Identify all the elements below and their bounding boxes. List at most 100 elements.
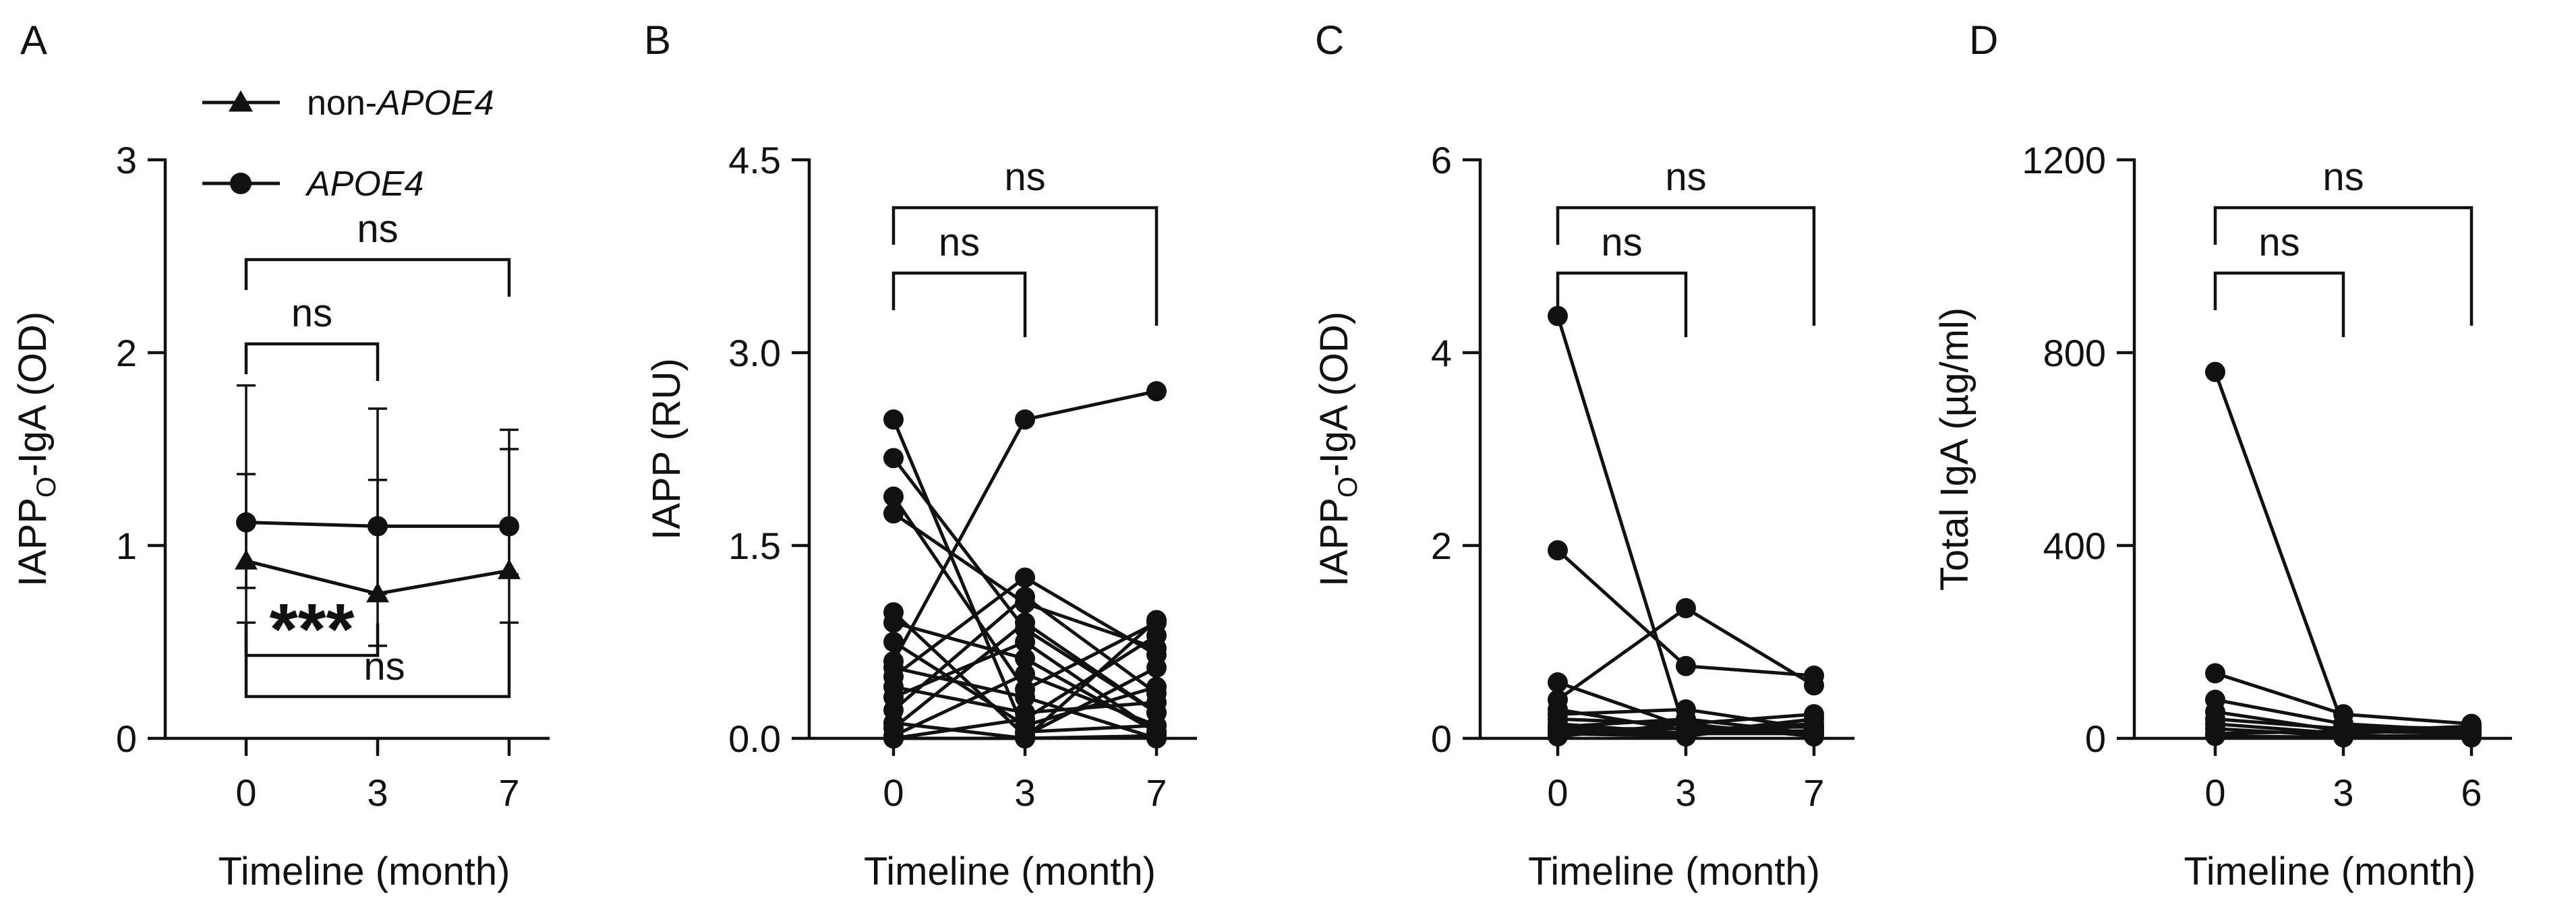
y-axis-label-main: Total IgA (µg/ml)	[1933, 307, 1977, 591]
data-point	[883, 632, 904, 652]
data-point	[1146, 625, 1167, 646]
significance-label: ns	[1004, 155, 1045, 199]
data-point	[1548, 726, 1568, 747]
data-point	[1015, 648, 1035, 669]
x-axis-label: Timeline (month)	[2184, 850, 2476, 893]
x-axis-label: Timeline (month)	[1528, 850, 1820, 893]
y-tick-label: 1	[116, 525, 137, 567]
y-axis-label-rest: -IgA (OD)	[11, 312, 55, 477]
data-point	[1015, 567, 1035, 588]
x-tick-label: 7	[1803, 771, 1824, 814]
y-tick-label: 0	[116, 717, 137, 760]
data-point	[1015, 664, 1035, 684]
data-point	[2205, 726, 2225, 746]
y-tick-label: 4.5	[728, 139, 781, 181]
data-point	[1015, 686, 1035, 707]
x-tick-label: 7	[1146, 771, 1167, 814]
x-tick-label: 3	[1014, 771, 1035, 814]
legend-label-gene: APOE4	[305, 165, 423, 204]
x-tick-label: 0	[883, 771, 904, 814]
y-tick-label: 1200	[2022, 139, 2106, 181]
panel-label: A	[20, 18, 47, 63]
data-point	[883, 448, 904, 469]
data-point	[1146, 683, 1167, 704]
y-axis-label-main: IAPP	[1312, 498, 1356, 587]
y-tick-label: 3.0	[728, 332, 781, 374]
panel-c: C 0 2 4 6 0 3 7 Timeline (month) IAPPO-IgA (OD) ns…	[1312, 18, 1854, 893]
data-point	[1676, 597, 1696, 618]
y-axis-label-subscript: O	[32, 477, 61, 498]
y-tick-label: 2	[116, 332, 137, 374]
x-tick-label: 0	[235, 771, 256, 814]
significance-label: ***	[269, 588, 354, 670]
significance-bracket	[891, 206, 1159, 326]
significance-bracket	[244, 258, 511, 297]
data-point	[1548, 540, 1568, 561]
y-tick-label: 2	[1431, 525, 1452, 567]
y-axis-label: Total IgA (µg/ml)	[1933, 307, 1977, 591]
significance-label: ns	[1601, 220, 1642, 264]
legend-label-prefix: non-	[307, 84, 377, 123]
x-tick-label: 3	[2333, 771, 2353, 814]
panel-a: A 0 1 2 3 0 3 7 Timeline (month) IAPPO-IgA (OD) no…	[11, 18, 550, 893]
data-point	[1548, 305, 1568, 326]
significance-bracket	[2213, 206, 2473, 326]
significance-bracket	[1556, 271, 1688, 337]
data-point	[1146, 381, 1167, 402]
legend-marker	[230, 173, 252, 194]
y-axis-label-rest: -IgA (OD)	[1312, 312, 1356, 477]
significance-label: ns	[291, 291, 332, 335]
data-point	[883, 486, 904, 507]
data-point	[883, 728, 904, 748]
x-tick-label: 7	[498, 771, 519, 814]
x-axis-label: Timeline (month)	[864, 850, 1156, 893]
data-point	[1015, 728, 1035, 748]
data-point	[883, 409, 904, 430]
data-point	[499, 516, 519, 537]
data-point	[1146, 726, 1167, 746]
data-point	[1676, 713, 1696, 734]
significance-label: ns	[363, 645, 405, 688]
y-tick-label: 3	[116, 139, 137, 181]
y-tick-label: 0	[1431, 717, 1452, 760]
x-tick-label: 0	[1547, 771, 1568, 814]
legend-label: non-APOE4	[307, 84, 494, 123]
y-tick-label: 4	[1431, 332, 1452, 374]
y-tick-label: 800	[2043, 332, 2106, 374]
panel-label: D	[1969, 18, 1998, 63]
x-tick-label: 6	[2461, 771, 2482, 814]
significance-label: ns	[2322, 155, 2364, 199]
x-axis-label: Timeline (month)	[218, 850, 510, 893]
data-point	[1146, 645, 1167, 666]
subject-line	[1556, 606, 1815, 701]
panel-label: B	[644, 18, 671, 63]
data-point	[883, 503, 904, 524]
data-point	[2461, 727, 2482, 748]
data-point	[2333, 727, 2353, 748]
y-axis-label-main: IAPP	[11, 498, 55, 587]
panel-label: C	[1315, 18, 1344, 63]
y-tick-label: 400	[2043, 525, 2106, 567]
significance-bracket	[891, 271, 1027, 337]
subject-line	[2213, 371, 2472, 731]
data-point	[236, 512, 256, 533]
panel-d: D 0 400 800 1200 0 3 6 Timeline (month) Total IgA…	[1933, 18, 2512, 893]
data-point	[1804, 675, 1824, 696]
significance-bracket	[244, 623, 511, 699]
data-point	[1015, 709, 1035, 730]
y-axis-label-subscript: O	[1333, 477, 1363, 498]
data-point	[1015, 587, 1035, 608]
significance-bracket	[2213, 271, 2345, 337]
y-axis-label: IAPP (RU)	[645, 358, 689, 540]
data-point	[1015, 612, 1035, 633]
y-tick-label: 0.0	[728, 717, 781, 760]
data-point	[1804, 709, 1824, 730]
significance-label: ns	[2258, 220, 2300, 264]
y-axis-label-main: IAPP (RU)	[645, 358, 689, 540]
data-point	[2205, 361, 2225, 382]
data-point	[1015, 409, 1035, 430]
data-point	[1146, 610, 1167, 630]
significance-label: ns	[1665, 155, 1706, 199]
y-tick-label: 6	[1431, 139, 1452, 181]
